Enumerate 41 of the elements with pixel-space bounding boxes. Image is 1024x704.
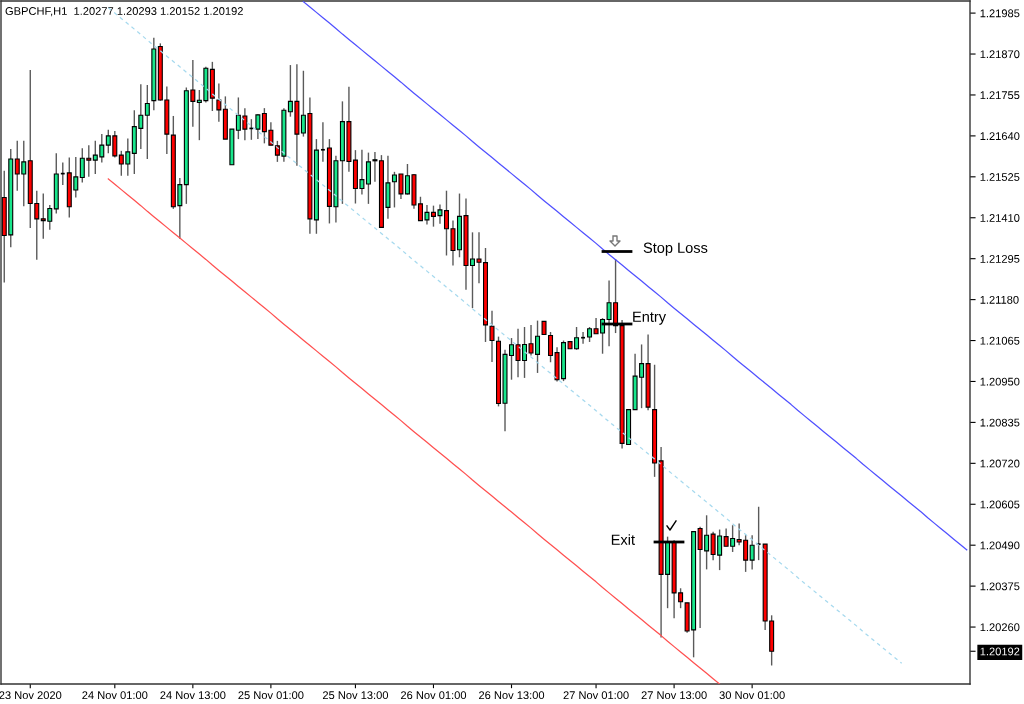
y-tick-label: 1.20375 (980, 582, 1020, 591)
x-tick-label: 30 Nov 01:00 (719, 691, 785, 700)
x-tick-label: 27 Nov 01:00 (563, 691, 629, 700)
x-tick-label: 23 Nov 2020 (0, 691, 62, 700)
y-tick-label: 1.20720 (980, 459, 1020, 468)
y-tick-label: 1.20192 (980, 647, 1020, 656)
x-tick-label: 26 Nov 13:00 (479, 691, 545, 700)
y-tick-label: 1.21410 (980, 214, 1020, 222)
y-tick-label: 1.21065 (980, 336, 1020, 345)
y-tick-label: 1.20950 (980, 377, 1020, 386)
x-tick-label: 24 Nov 13:00 (160, 691, 226, 700)
candlestick (255, 113, 261, 140)
annotation: Entry (633, 311, 667, 325)
y-tick-label: 1.21180 (980, 295, 1019, 304)
candlestick (216, 82, 222, 123)
x-tick-label: 26 Nov 01:00 (400, 691, 467, 700)
line-series (302, 1, 968, 551)
x-tick-label: 25 Nov 13:00 (322, 691, 389, 700)
annotation: Stop Loss (643, 242, 708, 256)
y-tick-label: 1.21870 (980, 50, 1020, 59)
x-tick-label: 24 Nov 01:00 (82, 691, 148, 700)
candlestick (489, 309, 495, 363)
candlestick (755, 506, 762, 561)
x-tick-label: 25 Nov 01:00 (238, 691, 304, 700)
y-tick-label: 1.21295 (980, 254, 1020, 263)
y-tick-label: 1.21755 (980, 91, 1020, 100)
annotation: Exit (611, 534, 635, 545)
y-tick-label: 1.20605 (980, 500, 1020, 509)
y-tick-label: 1.21985 (980, 9, 1020, 18)
line-series (107, 178, 721, 684)
chart-title: GBPCHF,H1 1.20277 1.20293 1.20152 1.20192 (5, 7, 243, 17)
x-tick-label: 27 Nov 13:00 (641, 691, 707, 700)
y-tick-label: 1.20835 (980, 418, 1020, 427)
y-tick-label: 1.21525 (980, 173, 1020, 181)
y-tick-label: 1.21640 (980, 132, 1020, 141)
candlestick (320, 121, 326, 163)
y-tick-label: 1.20260 (980, 623, 1020, 632)
candlestick (580, 331, 586, 345)
y-tick-label: 1.20490 (980, 541, 1020, 550)
candlestick (749, 534, 755, 571)
candlestick (144, 84, 150, 160)
